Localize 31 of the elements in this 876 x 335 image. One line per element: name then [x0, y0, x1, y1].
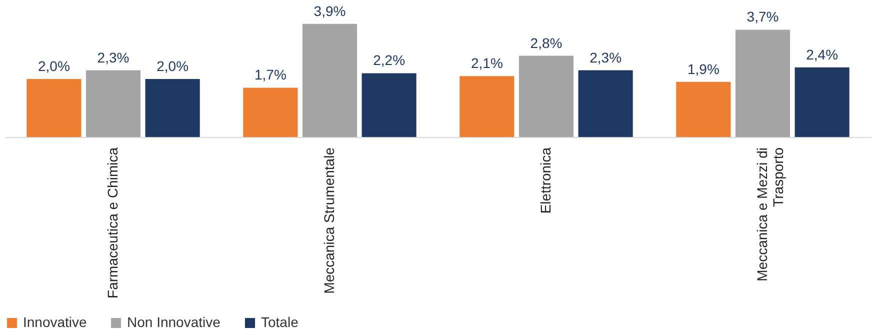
bar: [735, 30, 790, 137]
data-label: 2,1%: [470, 55, 503, 72]
bar: [26, 79, 82, 137]
bar: [518, 56, 574, 137]
data-label: 1,7%: [254, 66, 286, 83]
data-label: 2,3%: [590, 49, 622, 66]
bar: [362, 73, 416, 137]
bar: [460, 76, 514, 137]
legend-label: Non Innovative: [127, 314, 221, 330]
data-label: 2,8%: [530, 34, 562, 51]
x-tick-label: Farmaceutica e Chimica: [104, 147, 120, 298]
legend-label: Totale: [261, 314, 299, 330]
x-tick-label: Meccanica e Mezzi di Trasporto: [754, 147, 786, 282]
data-label: 1,9%: [687, 60, 720, 77]
data-label: 2,0%: [38, 58, 70, 74]
x-tick-label: Meccanica Strumentale: [320, 147, 337, 294]
x-tick-label: Elettronica: [537, 147, 554, 214]
legend-label: Innovative: [23, 314, 88, 330]
data-label: 2,4%: [806, 46, 838, 62]
bar: [243, 88, 298, 137]
data-label: 2,0%: [156, 58, 189, 74]
data-label: 2,3%: [97, 49, 130, 66]
data-label: 2,2%: [373, 52, 406, 68]
data-label: 3,7%: [746, 8, 779, 25]
data-label: 3,9%: [314, 2, 346, 19]
bar: [145, 79, 200, 137]
bar: [676, 82, 731, 137]
bar: [86, 70, 141, 137]
bar: [794, 67, 850, 137]
bar: [578, 70, 633, 137]
bar: [302, 24, 358, 137]
